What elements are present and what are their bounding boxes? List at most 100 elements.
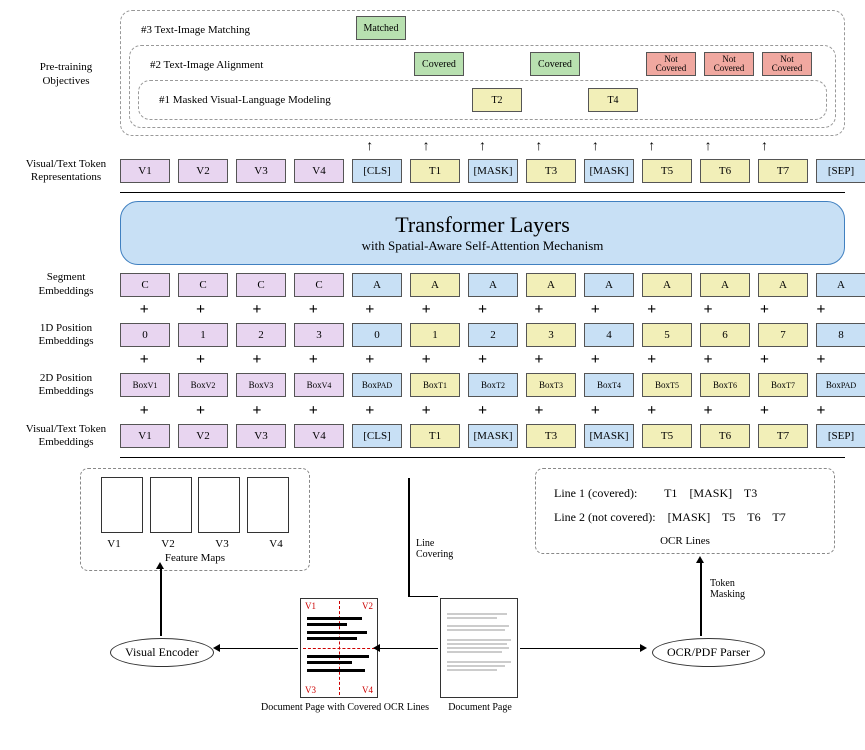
token-cell: BoxPAD — [816, 373, 865, 397]
token-cell: V2 — [178, 159, 228, 183]
quad-label: V3 — [305, 685, 316, 695]
token-cell: V3 — [236, 159, 286, 183]
token-cell: 5 — [642, 323, 692, 347]
plus-icon: + — [515, 301, 563, 319]
token-cell: 8 — [816, 323, 865, 347]
plus-icon: + — [458, 402, 506, 420]
row-embeddings: Visual/Text Token Embeddings V1V2V3V4[CL… — [20, 423, 845, 449]
token-cell: V2 — [178, 424, 228, 448]
token-cell: C — [236, 273, 286, 297]
plus-icon: + — [684, 402, 732, 420]
token-cell: 0 — [352, 323, 402, 347]
token-cell: A — [700, 273, 750, 297]
token-cell: T1 — [410, 159, 460, 183]
token-cell: A — [526, 273, 576, 297]
token-cell: [CLS] — [352, 424, 402, 448]
plus-icon: + — [402, 351, 450, 369]
plus-icon: + — [346, 301, 394, 319]
label-representations: Visual/Text Token Representations — [20, 158, 120, 184]
ocr-token: T3 — [744, 486, 757, 500]
up-arrow-icon: ↑ — [402, 139, 450, 155]
objective-1-label: #1 Masked Visual-Language Modeling — [147, 94, 347, 106]
token-cell: A — [468, 273, 518, 297]
token-cell: 3 — [526, 323, 576, 347]
token-cell: [SEP] — [816, 159, 865, 183]
ocr-token: T5 — [722, 510, 735, 524]
token-cell: T7 — [758, 424, 808, 448]
token-cell: BoxV1 — [120, 373, 170, 397]
feature-maps-title: Feature Maps — [87, 552, 303, 564]
plus-icon: + — [402, 402, 450, 420]
token-cell: [SEP] — [816, 424, 865, 448]
feature-map-thumb — [247, 477, 289, 533]
ocr-parser-node: OCR/PDF Parser — [652, 638, 765, 667]
ocr-lines-box: Line 1 (covered): T1 [MASK] T3 Line 2 (n… — [535, 468, 835, 554]
up-arrow-icon — [233, 139, 281, 155]
token-cell: 2 — [468, 323, 518, 347]
ocr-token: T7 — [772, 510, 785, 524]
token-cell: A — [584, 273, 634, 297]
ocr-token: T6 — [747, 510, 760, 524]
token-cell: BoxPAD — [352, 373, 402, 397]
token-cell: T6 — [700, 159, 750, 183]
plus-icon: + — [233, 351, 281, 369]
token-cell: [MASK] — [468, 159, 518, 183]
token-cell: [MASK] — [584, 424, 634, 448]
plus-icon: + — [233, 402, 281, 420]
feature-map-thumb — [198, 477, 240, 533]
row-pos2d: 2D Position Embeddings BoxV1BoxV2BoxV3Bo… — [20, 372, 845, 398]
objective-2-label: #2 Text-Image Alignment — [138, 59, 338, 71]
objective-3-box: #3 Text-Image Matching #2 Text-Image Ali… — [120, 10, 845, 136]
token-cell: A — [352, 273, 402, 297]
doc-covered-caption: Document Page with Covered OCR Lines — [260, 702, 430, 713]
plus-icon: + — [289, 351, 337, 369]
plus-icon: + — [120, 301, 168, 319]
token-cell: T5 — [642, 159, 692, 183]
plus-icon: + — [233, 301, 281, 319]
divider-top — [120, 192, 845, 193]
row-pos1d: 1D Position Embeddings 0123012345678 — [20, 322, 845, 348]
token-cell: A — [816, 273, 865, 297]
transformer-subtitle: with Spatial-Aware Self-Attention Mechan… — [131, 238, 834, 254]
feature-map-label: V4 — [269, 538, 282, 550]
token-cell: BoxV2 — [178, 373, 228, 397]
token-cell: V3 — [236, 424, 286, 448]
arrow-label-line-covering: Line Covering — [416, 538, 466, 560]
token-cell: BoxV3 — [236, 373, 286, 397]
plus-icon: + — [628, 301, 676, 319]
ocr-token: [MASK] — [689, 486, 732, 500]
plus-icon: + — [571, 351, 619, 369]
token-cell: T7 — [758, 159, 808, 183]
token-cell: [MASK] — [468, 424, 518, 448]
plus-icon: + — [797, 351, 845, 369]
plus-icon: + — [176, 301, 224, 319]
plus-icon: + — [402, 301, 450, 319]
plus-icon: + — [797, 301, 845, 319]
objective-3-label: #3 Text-Image Matching — [129, 24, 329, 36]
ocr-lines-title: OCR Lines — [542, 535, 828, 547]
ocr-token: T1 — [664, 486, 677, 500]
plus-icon: + — [797, 402, 845, 420]
token-cell: 1 — [410, 323, 460, 347]
row-segment: Segment Embeddings CCCCAAAAAAAAA — [20, 271, 845, 297]
up-arrow-icon: ↑ — [628, 139, 676, 155]
token-cell: 1 — [178, 323, 228, 347]
feature-map-label: V3 — [215, 538, 228, 550]
token-cell: 6 — [700, 323, 750, 347]
feature-map-label: V2 — [161, 538, 174, 550]
plus-icon: + — [571, 301, 619, 319]
token-cell: 2 — [236, 323, 286, 347]
label-segment: Segment Embeddings — [20, 271, 120, 297]
token-cell: BoxT2 — [468, 373, 518, 397]
token-cell: C — [294, 273, 344, 297]
token-cell: A — [758, 273, 808, 297]
plus-icon: + — [120, 351, 168, 369]
plus-icon: + — [740, 351, 788, 369]
plus-icon: + — [289, 402, 337, 420]
ocr-token: [MASK] — [668, 510, 711, 524]
plus-icon: + — [684, 301, 732, 319]
bottom-pipeline: V1 V2 V3 V4 Feature Maps Line 1 (covered… — [20, 468, 845, 728]
up-arrow-icon: ↑ — [515, 139, 563, 155]
quad-label: V2 — [362, 601, 373, 611]
ocr-line1-label: Line 1 (covered): — [554, 486, 637, 500]
